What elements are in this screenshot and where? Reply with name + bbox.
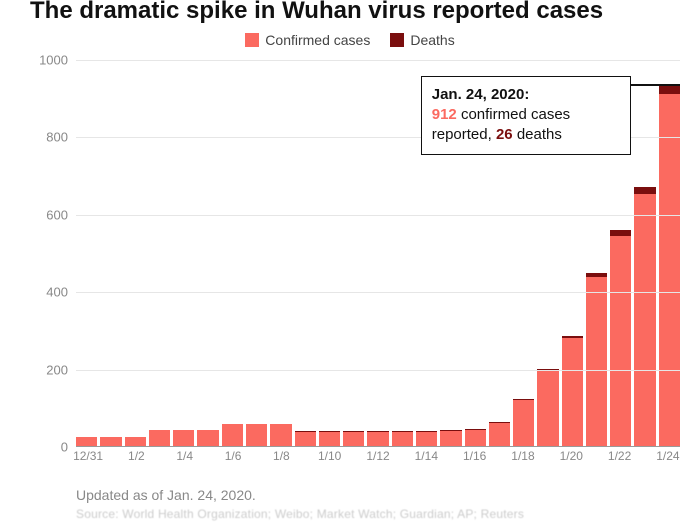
callout-cases-value: 912: [432, 106, 457, 123]
x-tick-label: 1/8: [273, 449, 290, 463]
callout-l3-prefix: reported,: [432, 126, 496, 143]
bar-confirmed: [513, 400, 534, 447]
bar-confirmed: [610, 236, 631, 447]
legend-label-deaths: Deaths: [410, 32, 454, 48]
bar-deaths: [513, 399, 534, 400]
bar-slot: [76, 60, 97, 447]
callout-l3-suffix: deaths: [513, 126, 562, 143]
y-tick-label: 800: [46, 130, 76, 145]
bar-slot: [270, 60, 291, 447]
bar-confirmed: [440, 431, 461, 447]
callout-cases-suffix: confirmed cases: [457, 106, 570, 123]
callout-leader-line: [631, 84, 680, 86]
bar-confirmed: [343, 431, 364, 447]
grid-line: [76, 292, 680, 293]
bar-slot: [246, 60, 267, 447]
y-tick-label: 200: [46, 362, 76, 377]
bar-slot: [367, 60, 388, 447]
legend-item-deaths: Deaths: [390, 32, 454, 48]
bar-confirmed: [562, 338, 583, 447]
bar-confirmed: [634, 194, 655, 447]
bar-confirmed: [659, 94, 680, 447]
bar-confirmed: [367, 431, 388, 447]
bar-slot: [659, 60, 680, 447]
bar-slot: [100, 60, 121, 447]
legend: Confirmed cases Deaths: [0, 32, 700, 48]
bar-slot: [125, 60, 146, 447]
grid-line: [76, 370, 680, 371]
bar-slot: [173, 60, 194, 447]
x-tick-label: 1/18: [511, 449, 534, 463]
bar-deaths: [586, 273, 607, 276]
bar-confirmed: [246, 424, 267, 447]
bar-confirmed: [586, 277, 607, 447]
bar-confirmed: [465, 430, 486, 447]
x-tick-label: 1/16: [463, 449, 486, 463]
bar-slot: [343, 60, 364, 447]
bar-confirmed: [173, 430, 194, 447]
callout-line-cases: 912 confirmed cases: [432, 105, 620, 125]
y-tick-label: 400: [46, 285, 76, 300]
x-tick-label: 1/6: [225, 449, 242, 463]
x-tick-label: 1/24: [656, 449, 679, 463]
y-tick-label: 1000: [39, 53, 76, 68]
bar-confirmed: [392, 431, 413, 447]
y-tick-label: 600: [46, 207, 76, 222]
chart-title: The dramatic spike in Wuhan virus report…: [30, 0, 680, 24]
source-line: Source: World Health Organization; Weibo…: [76, 507, 524, 521]
x-axis: 12/31 1/2 1/4 1/6 1/8 1/10 1/12 1/14 1/16 1/18 1/2…: [76, 447, 680, 465]
bar-deaths: [489, 422, 510, 423]
grid-line: [76, 60, 680, 61]
chart-area: 02004006008001000 12/311/21/41/61/81/101…: [76, 60, 680, 465]
chart-card: The dramatic spike in Wuhan virus report…: [0, 0, 700, 525]
x-tick-label: 1/2: [128, 449, 145, 463]
bar-slot: [222, 60, 243, 447]
x-tick-label: 1/22: [608, 449, 631, 463]
bar-deaths: [465, 429, 486, 430]
x-tick-label: 1/14: [415, 449, 438, 463]
grid-line: [76, 215, 680, 216]
bar-confirmed: [197, 430, 218, 447]
x-tick-label: 1/20: [560, 449, 583, 463]
callout-line-deaths: reported, 26 deaths: [432, 125, 620, 145]
legend-swatch-deaths: [390, 33, 404, 47]
bar-confirmed: [537, 370, 558, 447]
bar-slot: [392, 60, 413, 447]
bar-deaths: [562, 336, 583, 338]
callout-box: Jan. 24, 2020: 912 confirmed cases repor…: [421, 76, 631, 155]
legend-swatch-confirmed: [245, 33, 259, 47]
legend-item-confirmed: Confirmed cases: [245, 32, 370, 48]
x-tick-label: 1/10: [318, 449, 341, 463]
bar-confirmed: [416, 431, 437, 447]
legend-label-confirmed: Confirmed cases: [265, 32, 370, 48]
bar-deaths: [610, 230, 631, 237]
bar-confirmed: [222, 424, 243, 447]
x-tick-label: 1/4: [176, 449, 193, 463]
bar-confirmed: [295, 431, 316, 447]
bar-confirmed: [319, 431, 340, 447]
bar-deaths: [634, 187, 655, 194]
callout-deaths-value: 26: [496, 126, 513, 143]
bar-slot: [149, 60, 170, 447]
bar-slot: [634, 60, 655, 447]
bar-slot: [319, 60, 340, 447]
x-tick-label: 12/31: [73, 449, 103, 463]
footnote: Updated as of Jan. 24, 2020.: [76, 487, 256, 503]
x-tick-label: 1/12: [366, 449, 389, 463]
bar-deaths: [440, 430, 461, 431]
callout-date: Jan. 24, 2020:: [432, 85, 620, 105]
bar-confirmed: [489, 423, 510, 447]
bar-confirmed: [149, 430, 170, 447]
bar-slot: [197, 60, 218, 447]
bar-confirmed: [270, 424, 291, 447]
bar-slot: [295, 60, 316, 447]
